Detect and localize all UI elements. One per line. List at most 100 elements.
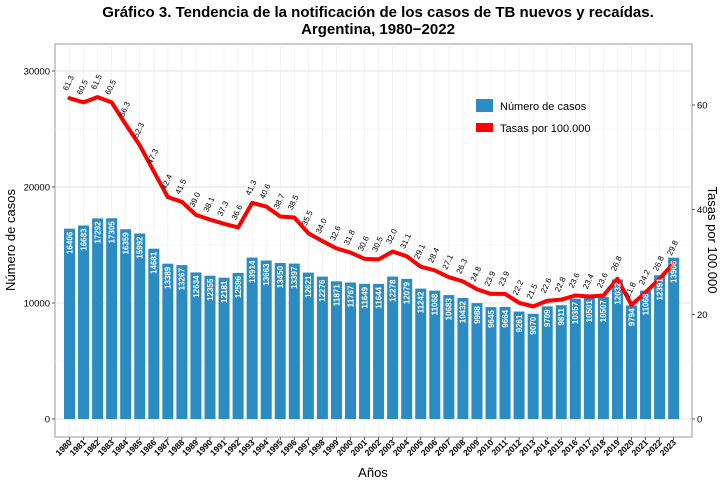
- bar-value-label: 16406: [65, 231, 74, 254]
- bar-value-label: 11068: [641, 293, 650, 315]
- bar-value-label: 13397: [290, 266, 299, 289]
- rate-point: [630, 303, 633, 307]
- bar-value-label: 9645: [487, 310, 496, 328]
- bar-value-label: 17292: [93, 221, 102, 244]
- bar: [640, 290, 652, 419]
- bar: [429, 290, 441, 419]
- bar: [204, 275, 216, 419]
- bar-value-label: 9664: [501, 309, 510, 327]
- bar-value-label: 11242: [417, 291, 426, 313]
- bar: [162, 263, 174, 419]
- bar: [64, 228, 75, 419]
- bar: [316, 276, 328, 419]
- rate-point: [96, 95, 99, 99]
- bar-value-label: 13389: [164, 266, 173, 289]
- legend-label-bars: Número de casos: [500, 101, 587, 113]
- y2-tick-label: 60: [697, 101, 708, 112]
- rate-point: [377, 258, 380, 261]
- bar: [457, 297, 469, 419]
- bar: [597, 297, 609, 419]
- y-tick-label: 0: [45, 415, 50, 426]
- rate-point: [363, 257, 366, 261]
- rate-point: [405, 255, 408, 258]
- bar: [555, 305, 567, 419]
- y2-tick-label: 0: [697, 415, 702, 426]
- bar: [176, 265, 188, 419]
- chart-subtitle: Argentina, 1980−2022: [301, 21, 455, 38]
- rate-point: [335, 247, 338, 250]
- bar-value-label: 12391: [655, 278, 664, 301]
- bar: [274, 262, 286, 419]
- bar-value-label: 10507: [599, 300, 608, 323]
- x-axis-title: Años: [358, 465, 388, 480]
- legend-swatch-bars: [476, 99, 493, 112]
- rate-point: [293, 216, 296, 219]
- bar-value-label: 12181: [220, 280, 229, 303]
- rate-point: [307, 232, 310, 235]
- rate-point: [250, 201, 254, 205]
- bar-value-label: 9811: [557, 308, 566, 326]
- rate-point: [461, 280, 465, 283]
- rate-point: [194, 213, 198, 217]
- rate-point: [222, 222, 226, 225]
- rate-point: [152, 170, 155, 173]
- rate-point: [82, 101, 85, 104]
- rate-point: [265, 205, 268, 208]
- bar: [387, 276, 399, 419]
- rate-point: [68, 96, 71, 100]
- bar: [345, 282, 356, 419]
- bar-value-label: 9709: [543, 309, 552, 327]
- rate-point: [644, 291, 647, 294]
- rate-point: [503, 292, 507, 296]
- bar-value-label: 10683: [445, 298, 454, 321]
- bar: [513, 311, 525, 419]
- bar: [120, 229, 132, 419]
- rate-point: [236, 226, 240, 229]
- bar: [330, 281, 342, 419]
- bar-value-label: 9070: [529, 316, 538, 334]
- bar: [626, 305, 637, 419]
- bar: [668, 257, 680, 419]
- legend-swatch-line: [476, 123, 493, 132]
- bar: [218, 277, 230, 419]
- rate-point: [517, 301, 521, 305]
- rate-point: [588, 295, 591, 298]
- rate-point: [349, 251, 352, 254]
- bar: [443, 295, 455, 419]
- rate-point: [489, 292, 493, 296]
- rate-line: [67, 95, 676, 309]
- y-axis-title: Número de casos: [3, 189, 18, 291]
- rate-point: [208, 218, 212, 221]
- bar: [611, 279, 623, 419]
- rate-point: [138, 144, 141, 147]
- bar-value-label: 14681: [150, 251, 159, 274]
- bar-value-label: 13267: [178, 268, 187, 291]
- bar-value-label: 9794: [627, 308, 636, 326]
- bar: [302, 272, 314, 419]
- bar-value-label: 10357: [571, 301, 580, 324]
- bar-value-label: 9261: [515, 314, 524, 332]
- bar-value-label: 16359: [122, 232, 131, 255]
- line-layer: [67, 95, 676, 309]
- rate-point: [602, 294, 605, 297]
- bar-value-label: 11644: [374, 286, 383, 308]
- bar-value-label: 11649: [360, 286, 369, 308]
- bar: [246, 257, 258, 419]
- rate-point: [531, 305, 535, 308]
- rate-point: [279, 215, 282, 218]
- bar: [485, 307, 497, 419]
- bar-value-label: 10432: [459, 300, 468, 323]
- bar-value-label: 12032: [613, 282, 622, 305]
- rate-point: [391, 250, 394, 253]
- bar: [232, 272, 244, 419]
- bar-value-label: 16683: [79, 228, 88, 251]
- bar-value-label: 13450: [276, 265, 285, 288]
- rate-point: [419, 265, 422, 268]
- bar-value-label: 11068: [431, 293, 440, 315]
- bar-value-label: 11767: [346, 285, 355, 307]
- y-tick-label: 20000: [24, 183, 50, 194]
- rate-point: [110, 101, 113, 104]
- bar: [583, 297, 595, 419]
- rate-point: [616, 277, 619, 280]
- bar: [373, 283, 385, 419]
